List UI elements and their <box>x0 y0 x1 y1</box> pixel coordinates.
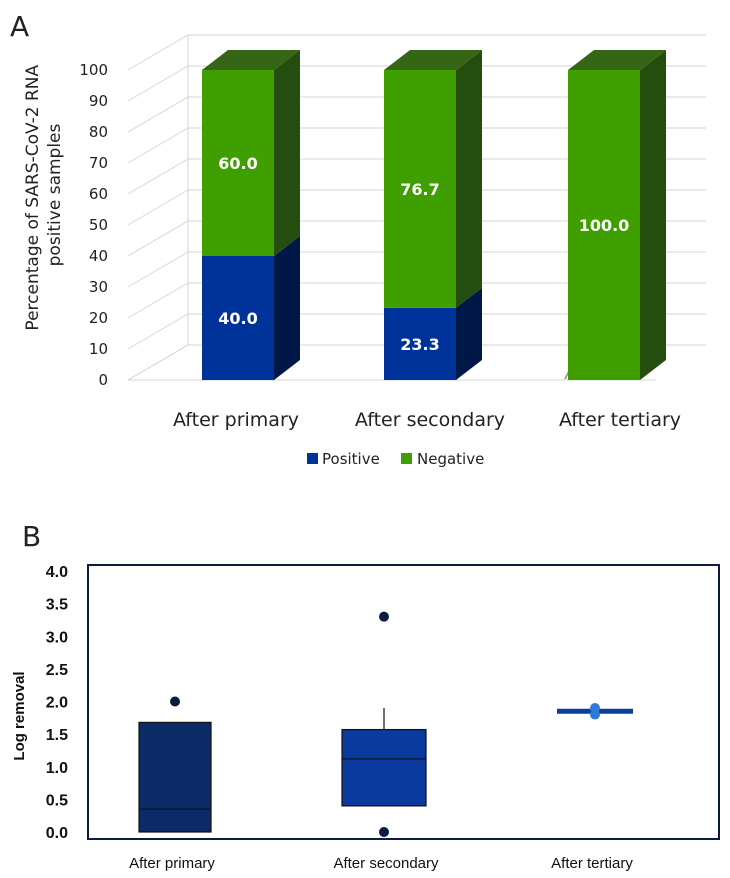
bar-top-1 <box>384 50 482 70</box>
y-tick-label: 4.0 <box>46 564 68 581</box>
y-tick-label: 10 <box>89 340 108 358</box>
y-tick-label: 3.5 <box>46 597 68 614</box>
y-tick-label: 20 <box>89 309 108 327</box>
panel-b-boxes <box>138 611 633 837</box>
y-tick-label: 60 <box>89 185 108 203</box>
back-wall-edge <box>127 344 189 381</box>
panel-a-y-ticks: 0 10 20 30 40 50 60 70 80 90 100 <box>79 61 108 389</box>
y-tick-label: 40 <box>89 247 108 265</box>
panel-a-y-axis-label: Percentage of SARS-CoV-2 RNA positive sa… <box>23 59 65 330</box>
panel-a-legend: Positive Negative <box>307 450 484 468</box>
bar-positive-0 <box>202 256 274 380</box>
bar-side-positive-0 <box>274 236 300 380</box>
y-tick-label: 70 <box>89 154 108 172</box>
panel-b-label: B <box>22 520 41 553</box>
category-label: After secondary <box>355 409 505 431</box>
y-tick-label: 80 <box>89 123 108 141</box>
y-tick-label: 0.0 <box>46 825 68 842</box>
y-tick-label: 1.0 <box>46 760 68 777</box>
bar-side-positive-1 <box>456 287 482 380</box>
panel-b-y-axis-label: Log removal <box>11 671 28 760</box>
bar-negative-1 <box>384 70 456 308</box>
data-label: 100.0 <box>579 216 630 235</box>
panel-b-y-ticks: 0.0 0.5 1.0 1.5 2.0 2.5 3.0 3.5 4.0 <box>46 564 68 842</box>
category-label: After tertiary <box>559 409 681 431</box>
bar-top-0 <box>202 50 300 70</box>
legend-label-positive: Positive <box>322 450 380 468</box>
bar-side-negative-2 <box>640 50 666 380</box>
y-tick-label: 1.5 <box>46 727 68 744</box>
y-tick-label: 2.5 <box>46 662 68 679</box>
outlier-point <box>170 696 180 707</box>
data-label: 40.0 <box>218 309 257 328</box>
y-tick-label: 90 <box>89 92 108 110</box>
category-label: After primary <box>129 855 215 872</box>
bar-positive-1 <box>384 307 456 380</box>
outlier-point <box>590 703 600 714</box>
data-label: 60.0 <box>218 154 257 173</box>
category-label: After tertiary <box>551 855 633 872</box>
data-label: 76.7 <box>400 180 439 199</box>
category-label: After primary <box>173 409 299 431</box>
data-label: 23.3 <box>400 335 439 354</box>
y-tick-label: 30 <box>89 278 108 296</box>
y-tick-label: 50 <box>89 216 108 234</box>
y-tick-label: 0.5 <box>46 792 68 809</box>
y-tick-label: 0 <box>98 371 108 389</box>
bar-side-negative-0 <box>274 50 300 256</box>
panel-a-categories: After primary After secondary After tertia… <box>173 409 681 431</box>
legend-label-negative: Negative <box>417 450 484 468</box>
category-label: After secondary <box>333 855 439 872</box>
panel-b-plot-frame <box>87 564 720 840</box>
bar-top-2 <box>568 50 666 70</box>
outlier-point <box>379 611 389 622</box>
y-tick-label: 2.0 <box>46 695 68 712</box>
legend-swatch-positive <box>307 453 318 464</box>
panel-a-y-axis-label-line-2: positive samples <box>45 123 65 266</box>
panel-a-label: A <box>10 10 29 43</box>
panel-a-chart: A 0 10 20 30 40 50 60 70 80 90 100 40.0 60.0 23.3 76.… <box>10 10 706 468</box>
box <box>138 721 212 833</box>
panel-b-chart: B 0.0 0.5 1.0 1.5 2.0 2.5 3.0 3.5 4.0 After prim… <box>11 520 720 872</box>
bar-side-negative-1 <box>456 50 482 308</box>
panel-b-categories: After primary After secondary After tertia… <box>129 855 633 872</box>
box <box>341 728 427 807</box>
legend-swatch-negative <box>401 453 412 464</box>
y-tick-label: 100 <box>79 61 108 79</box>
outlier-point <box>379 827 389 837</box>
y-tick-label: 3.0 <box>46 629 68 646</box>
bar-negative-2 <box>568 70 640 380</box>
bar-negative-0 <box>202 70 274 256</box>
panel-a-y-axis-label-line-1: Percentage of SARS-CoV-2 RNA <box>23 64 43 330</box>
